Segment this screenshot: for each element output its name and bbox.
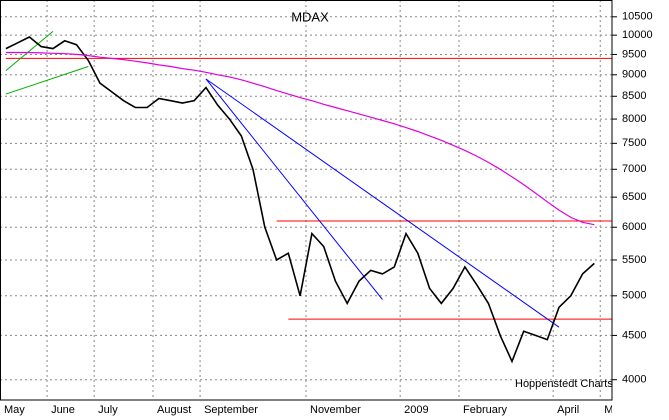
plot-frame [0,0,613,401]
x-tick-label: 2009 [404,404,428,416]
x-tick-label: June [51,404,75,416]
y-tick-label: 8500 [622,90,646,102]
trend-line [205,78,383,300]
grid [0,0,612,400]
y-tick-label: 6000 [622,221,646,233]
y-tick-label: 6500 [622,191,646,203]
y-tick-label: 4500 [622,329,646,341]
y-tick-label: 4000 [622,374,646,386]
axes: 4000 4500 5000 5500 6000 6500 7000 7500 8000 8500… [612,11,653,386]
plot-area: May June July August September November 2009 Fe… [4,31,625,416]
x-tick-label: April [557,404,579,416]
trend-line [5,31,54,72]
moving-average [5,51,595,226]
y-tick-label: 9500 [622,48,646,60]
annotation: Hoppenstedt Charts [515,378,613,390]
x-tick-label: February [463,404,508,416]
price-line [5,36,595,364]
y-tick-label: 7500 [622,137,646,149]
x-tick-label: August [157,404,191,416]
x-tick-label: July [98,404,118,416]
y-tick-label: 9000 [622,69,646,81]
x-tick-label: November [310,404,361,416]
trend-line [5,66,89,95]
y-tick-label: 5000 [622,290,646,302]
x-tick-label: May [4,404,25,416]
y-tick-label: 7000 [622,163,646,175]
chart-title: MDAX [291,9,329,24]
trend-line [205,78,560,328]
y-tick-label: 8000 [622,113,646,125]
y-tick-label: 10500 [622,11,653,23]
y-tick-label: 10000 [622,29,653,41]
x-tick-label: September [204,404,258,416]
x-tick-label: May [604,404,625,416]
y-tick-label: 5500 [622,254,646,266]
